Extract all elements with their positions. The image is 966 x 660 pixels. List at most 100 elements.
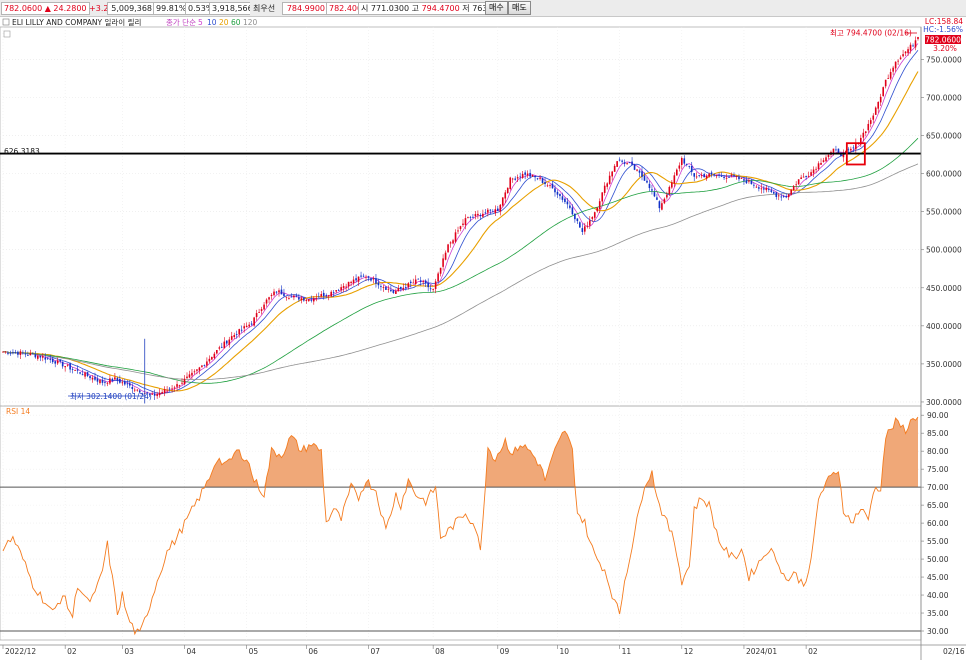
candle-body <box>223 341 226 349</box>
legend-ma120: 120 <box>243 18 258 27</box>
candle-body <box>375 278 377 284</box>
candle-body <box>626 162 628 164</box>
candle <box>422 279 425 286</box>
candle-body <box>54 361 57 364</box>
candle <box>283 288 285 297</box>
candle-body <box>372 278 375 280</box>
candle <box>305 298 308 304</box>
candle <box>56 357 59 365</box>
candle <box>7 350 9 356</box>
candle-body <box>414 279 417 285</box>
candle-body <box>69 363 71 370</box>
candle <box>109 374 111 386</box>
candle <box>723 174 725 181</box>
rsi-tick-label: 45.00 <box>927 573 949 582</box>
candle <box>322 289 325 300</box>
candle-body <box>196 369 198 371</box>
candle <box>32 352 34 355</box>
candle-body <box>643 175 646 181</box>
time-tick-label: 09 <box>500 647 510 656</box>
candle <box>64 366 66 372</box>
candle <box>705 174 708 181</box>
candle-body <box>213 353 216 358</box>
candle-body <box>835 149 837 151</box>
candle <box>556 189 559 198</box>
candle-body <box>611 171 613 177</box>
candle-body <box>397 288 400 292</box>
candle <box>621 159 623 164</box>
candle <box>54 360 57 368</box>
candle-body <box>46 358 49 360</box>
rsi-tick-label: 90.00 <box>927 411 949 420</box>
candle <box>395 288 397 295</box>
candle <box>907 46 909 56</box>
candle <box>559 193 561 200</box>
candle-body <box>377 282 380 286</box>
candle <box>116 376 119 385</box>
buy-button[interactable]: 매수 <box>485 1 508 15</box>
candle-body <box>4 351 7 353</box>
candle <box>777 193 780 201</box>
candle <box>253 316 255 327</box>
candle <box>526 170 529 178</box>
candle <box>228 336 231 348</box>
candle-body <box>225 340 228 344</box>
candle <box>131 383 134 394</box>
candle-body <box>395 290 397 294</box>
candle-body <box>894 61 897 69</box>
candle <box>626 162 628 165</box>
candle-body <box>260 309 263 311</box>
candle-body <box>86 372 89 377</box>
candle <box>141 392 144 395</box>
candle <box>156 391 158 399</box>
sell-button[interactable]: 매도 <box>508 1 531 15</box>
candle-body <box>183 378 186 385</box>
candle <box>211 356 213 361</box>
candle <box>449 241 452 248</box>
candle <box>663 197 666 205</box>
candle <box>19 349 22 359</box>
price-chart[interactable]: 300.0000 350.0000 400.0000 450.0000 500.0000… <box>0 17 966 660</box>
candle <box>258 308 260 313</box>
panel-toggle-icon[interactable] <box>3 30 11 38</box>
annotations <box>0 32 921 404</box>
candle-body <box>280 289 283 295</box>
candle-body <box>109 378 111 384</box>
moving-average-lines <box>2 43 919 395</box>
candle <box>260 306 263 315</box>
candle-body <box>409 281 412 284</box>
candle <box>181 378 183 385</box>
candle-body <box>469 217 472 218</box>
candle-body <box>621 160 623 162</box>
rsi-panel <box>0 416 921 636</box>
candle <box>377 278 380 289</box>
time-tick-label: 05 <box>249 647 259 656</box>
candle-body <box>447 244 449 253</box>
candle-body <box>519 176 521 178</box>
candle-body <box>763 188 765 190</box>
candle <box>250 320 253 326</box>
candle-body <box>521 173 524 178</box>
candle <box>492 209 494 213</box>
candle <box>656 193 658 201</box>
candle <box>327 294 330 301</box>
candle-body <box>265 299 268 304</box>
candle <box>288 295 290 300</box>
candle <box>370 278 372 282</box>
candle-body <box>551 183 554 189</box>
candle-body <box>593 212 596 218</box>
candle-body <box>442 258 444 267</box>
candle-body <box>750 180 753 185</box>
legend-box-icon[interactable] <box>2 18 10 26</box>
candle-body <box>482 213 484 217</box>
candle <box>427 278 429 292</box>
candle-body <box>163 389 166 394</box>
candle <box>278 288 280 297</box>
candle-body <box>693 173 696 177</box>
candle-body <box>864 131 867 134</box>
last-price-tag: 782.0600 <box>925 36 961 45</box>
candle-body <box>91 377 94 380</box>
candle <box>196 368 198 375</box>
max-annotation: 최고 794.4700 (02/16) <box>830 28 912 38</box>
legend-ma10: 10 <box>207 18 217 27</box>
